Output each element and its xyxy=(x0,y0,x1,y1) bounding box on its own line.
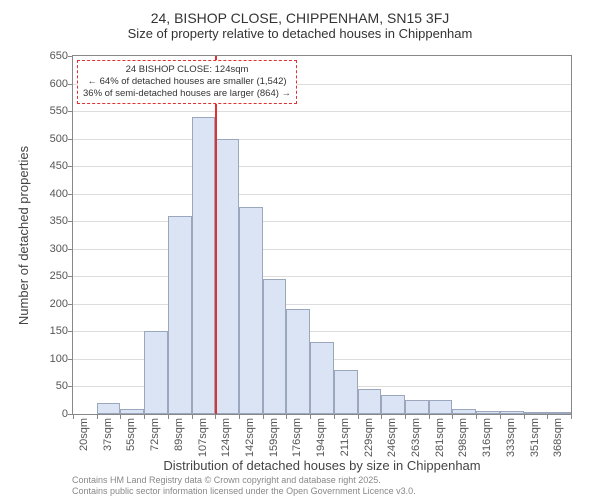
y-axis-label: Number of detached properties xyxy=(16,55,32,415)
annotation-line1: 24 BISHOP CLOSE: 124sqm xyxy=(83,64,291,76)
xtick-mark xyxy=(97,414,98,419)
ytick-label: 650 xyxy=(38,50,73,62)
xtick-label: 246sqm xyxy=(384,418,398,457)
ytick-label: 300 xyxy=(38,243,73,255)
xtick-mark xyxy=(144,414,145,419)
xtick-mark xyxy=(571,414,572,419)
xtick-mark xyxy=(358,414,359,419)
histogram-bar xyxy=(192,117,216,414)
xtick-mark xyxy=(334,414,335,419)
xtick-label: 298sqm xyxy=(455,418,469,457)
grid-line xyxy=(73,221,571,222)
xtick-mark xyxy=(524,414,525,419)
histogram-bar xyxy=(286,309,310,414)
histogram-bar xyxy=(144,331,168,414)
histogram-bar xyxy=(524,412,548,414)
xtick-mark xyxy=(215,414,216,419)
annotation-line3: 36% of semi-detached houses are larger (… xyxy=(83,88,291,100)
footer-attribution: Contains HM Land Registry data © Crown c… xyxy=(72,475,416,497)
xtick-mark xyxy=(547,414,548,419)
title-address: 24, BISHOP CLOSE, CHIPPENHAM, SN15 3FJ xyxy=(0,0,600,26)
ytick-label: 100 xyxy=(38,353,73,365)
xtick-label: 229sqm xyxy=(361,418,375,457)
histogram-bar xyxy=(429,400,453,414)
xtick-label: 55sqm xyxy=(123,418,137,451)
ytick-label: 350 xyxy=(38,215,73,227)
xtick-label: 176sqm xyxy=(289,418,303,457)
xtick-label: 281sqm xyxy=(432,418,446,457)
histogram-bar xyxy=(381,395,405,414)
xtick-mark xyxy=(476,414,477,419)
footer-line2: Contains public sector information licen… xyxy=(72,486,416,497)
histogram-bar xyxy=(215,139,239,414)
histogram-bar xyxy=(310,342,334,414)
histogram-bar xyxy=(476,411,500,414)
ytick-label: 550 xyxy=(38,105,73,117)
histogram-bar xyxy=(500,411,524,414)
xtick-label: 124sqm xyxy=(218,418,232,457)
ytick-label: 200 xyxy=(38,298,73,310)
xtick-mark xyxy=(192,414,193,419)
xtick-label: 333sqm xyxy=(503,418,517,457)
histogram-bar xyxy=(263,279,287,414)
xtick-label: 194sqm xyxy=(313,418,327,457)
xtick-label: 89sqm xyxy=(171,418,185,451)
ytick-label: 500 xyxy=(38,133,73,145)
x-axis-label: Distribution of detached houses by size … xyxy=(72,458,572,473)
annotation-box: 24 BISHOP CLOSE: 124sqm ← 64% of detache… xyxy=(77,60,297,104)
xtick-mark xyxy=(452,414,453,419)
grid-line xyxy=(73,276,571,277)
xtick-label: 72sqm xyxy=(147,418,161,451)
grid-line xyxy=(73,111,571,112)
histogram-bar xyxy=(405,400,429,414)
title-subtitle: Size of property relative to detached ho… xyxy=(0,26,600,41)
xtick-mark xyxy=(500,414,501,419)
xtick-mark xyxy=(168,414,169,419)
xtick-mark xyxy=(73,414,74,419)
ytick-label: 600 xyxy=(38,78,73,90)
histogram-bar xyxy=(239,207,263,414)
ytick-label: 250 xyxy=(38,270,73,282)
grid-line xyxy=(73,304,571,305)
histogram-bar xyxy=(452,409,476,415)
xtick-label: 20sqm xyxy=(76,418,90,451)
histogram-bar xyxy=(120,409,144,415)
xtick-label: 37sqm xyxy=(100,418,114,451)
ytick-label: 0 xyxy=(38,408,73,420)
xtick-mark xyxy=(429,414,430,419)
histogram-bar xyxy=(358,389,382,414)
reference-line xyxy=(215,56,217,414)
xtick-label: 263sqm xyxy=(408,418,422,457)
grid-line xyxy=(73,139,571,140)
xtick-mark xyxy=(381,414,382,419)
annotation-line2: ← 64% of detached houses are smaller (1,… xyxy=(83,76,291,88)
plot-area: 0501001502002503003504004505005506006502… xyxy=(72,55,572,415)
xtick-mark xyxy=(310,414,311,419)
xtick-mark xyxy=(239,414,240,419)
ytick-label: 150 xyxy=(38,325,73,337)
footer-line1: Contains HM Land Registry data © Crown c… xyxy=(72,475,416,486)
xtick-label: 368sqm xyxy=(550,418,564,457)
histogram-bar xyxy=(334,370,358,414)
xtick-label: 316sqm xyxy=(479,418,493,457)
histogram-bar xyxy=(97,403,121,414)
grid-line xyxy=(73,194,571,195)
xtick-mark xyxy=(286,414,287,419)
xtick-label: 159sqm xyxy=(266,418,280,457)
xtick-label: 211sqm xyxy=(337,418,351,456)
xtick-label: 107sqm xyxy=(195,418,209,457)
histogram-bar xyxy=(168,216,192,414)
xtick-mark xyxy=(405,414,406,419)
ytick-label: 50 xyxy=(38,380,73,392)
xtick-label: 351sqm xyxy=(527,418,541,457)
grid-line xyxy=(73,166,571,167)
histogram-bar xyxy=(547,412,571,414)
xtick-label: 142sqm xyxy=(242,418,256,457)
xtick-mark xyxy=(263,414,264,419)
ytick-label: 400 xyxy=(38,188,73,200)
chart-container: 24, BISHOP CLOSE, CHIPPENHAM, SN15 3FJ S… xyxy=(0,0,600,500)
ytick-label: 450 xyxy=(38,160,73,172)
xtick-mark xyxy=(120,414,121,419)
grid-line xyxy=(73,249,571,250)
